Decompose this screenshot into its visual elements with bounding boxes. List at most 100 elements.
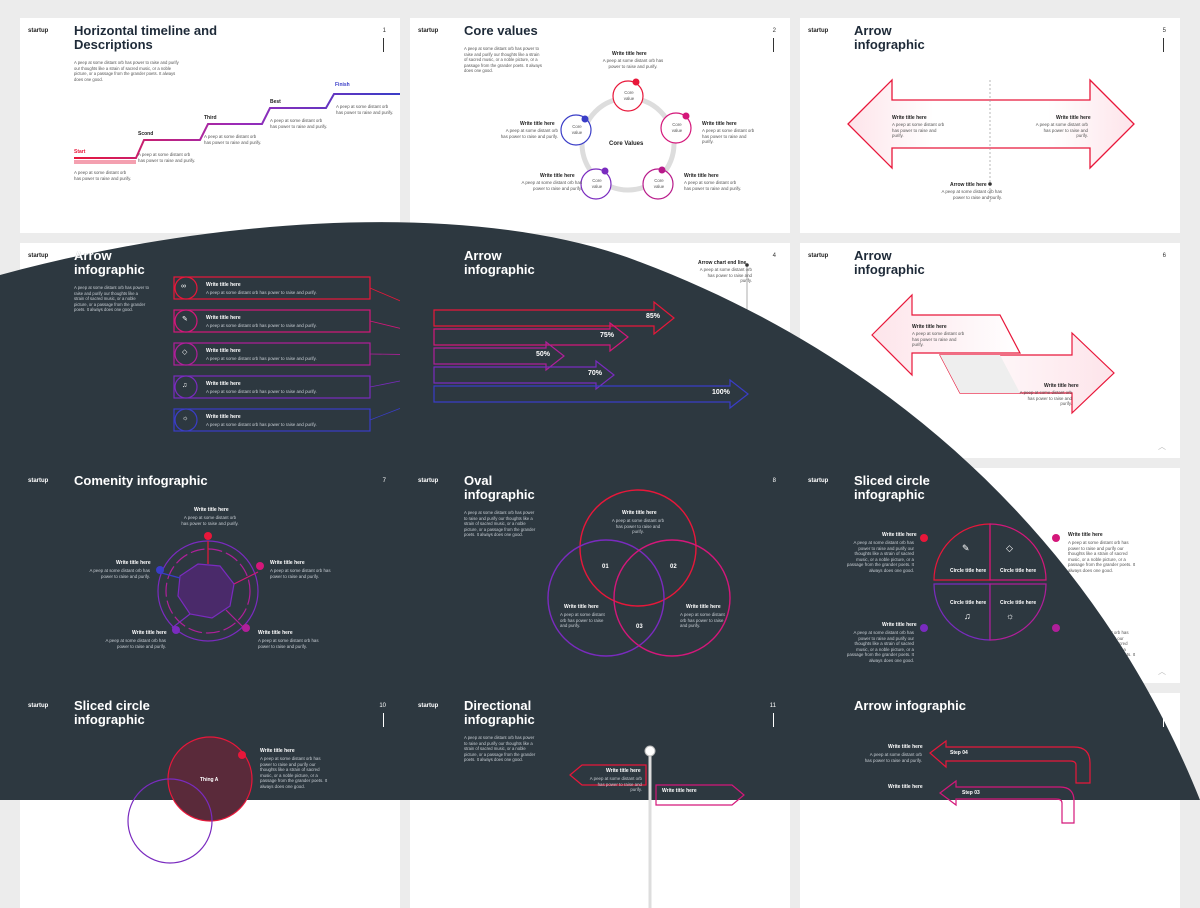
binoculars-icon: ∞ — [181, 283, 186, 290]
arrow-bottom-title: Arrow title here — [950, 182, 987, 188]
item-text: A peep at some distant orb has power to … — [270, 568, 331, 579]
step-text: A peep at some distant orb has power to … — [336, 104, 394, 115]
core-values-graphic — [560, 78, 692, 200]
slice-title: Circle title here — [950, 568, 987, 574]
slide-directional-content: startup 11 Directional infographic A pee… — [410, 693, 790, 908]
slide-horizontal-timeline[interactable]: startup 1 Horizontal timeline and Descri… — [20, 18, 400, 233]
lightbulb-icon: ☼ — [1006, 611, 1015, 621]
slide-oval-content: startup 8 Oval infographic A peep at som… — [410, 468, 790, 683]
divider — [773, 38, 774, 52]
item-title: Write title here — [702, 121, 737, 127]
slide-arrow-infographic-3-content: Arrow infographic A peep at some distant… — [20, 243, 400, 458]
item-title: Write title here — [206, 348, 241, 354]
item-title: Write title here — [564, 604, 599, 610]
item-title: Write title here — [206, 282, 241, 288]
venn-region-label: 03 — [636, 624, 643, 630]
bell-icon: ♫ — [964, 611, 971, 621]
timeline-step: Scond — [138, 131, 154, 137]
slide-sliced-circle-9-content: startup Sliced circle infographic ✎ ◇ ♫ … — [800, 468, 1180, 683]
timeline-step: Best — [270, 99, 281, 105]
percent-arrows-graphic — [433, 300, 749, 410]
pencil-icon: ✎ — [182, 316, 188, 323]
item-text: A peep at some distant orb has power to … — [680, 612, 725, 628]
item-title: Write title here — [540, 173, 575, 179]
item-title: Write title here — [612, 51, 647, 57]
node-label: Core value — [653, 178, 665, 189]
timeline-step: Finish — [335, 82, 350, 88]
item-title: Write title here — [206, 315, 241, 321]
timeline-step: Start — [74, 149, 86, 155]
slide-description: A peep at some distant orb has power to … — [74, 60, 179, 82]
slide-number: 5 — [1162, 28, 1166, 34]
item-text: A peep at some distant orb has power to … — [89, 568, 150, 579]
item-title: Write title here — [1056, 115, 1091, 121]
node-label: Core value — [671, 122, 683, 133]
item-text: A peep at some distant orb has power to … — [1035, 122, 1088, 138]
slide-arrow-infographic-4-content: Arrow infographic 85% 75% 50% 70% 100% — [410, 243, 790, 458]
slide-arrow-infographic-5[interactable]: startup 5 Arrow infographic Write title … — [800, 18, 1180, 233]
item-text: A peep at some distant orb has power to … — [702, 128, 755, 144]
item-title: Write title here — [892, 115, 927, 121]
percent-label: 100% — [712, 389, 730, 396]
dark-content-layer: Arrow infographic A peep at some distant… — [20, 243, 1180, 908]
item-title: Write title here — [662, 788, 697, 794]
item-text: A peep at some distant orb has power to … — [206, 290, 317, 295]
item-text: A peep at some distant orb has power to … — [206, 422, 317, 427]
directional-graphic — [569, 745, 745, 908]
item-text: A peep at some distant orb has power to … — [941, 189, 1002, 200]
slide-number: 1 — [382, 28, 386, 34]
slice-title: Circle title here — [1000, 600, 1037, 606]
step-text: A peep at some distant orb has power to … — [270, 118, 328, 129]
item-text: A peep at some distant orb has power to … — [260, 756, 328, 789]
item-title: Write title here — [206, 414, 241, 420]
item-title: Write title here — [270, 560, 305, 566]
item-text: A peep at some distant orb has power to … — [602, 58, 664, 69]
slide-title: Horizontal timeline and Descriptions — [74, 23, 218, 52]
step-label: Step 04 — [950, 750, 968, 756]
diamond-icon: ◇ — [182, 349, 188, 356]
item-title: Write title here — [684, 173, 719, 179]
comenity-graphic — [156, 532, 264, 642]
thing-label: Thing A — [200, 777, 219, 783]
item-title: Write title here — [520, 121, 555, 127]
item-title: Write title here — [882, 532, 917, 538]
item-text: A peep at some distant orb has power to … — [521, 180, 582, 191]
slide-core-values[interactable]: startup 2 Core values A peep at some dis… — [410, 18, 790, 233]
item-title: Write title here — [258, 630, 293, 636]
double-arrow-graphic — [847, 78, 1135, 203]
diamond-icon: ◇ — [1006, 543, 1013, 553]
divider — [383, 38, 384, 52]
item-text: A peep at some distant orb has power to … — [684, 180, 742, 191]
step-label: Step 03 — [962, 790, 980, 796]
item-text: A peep at some distant orb has power to … — [258, 638, 319, 649]
item-title: Write title here — [606, 768, 641, 774]
slice-title: Circle title here — [950, 600, 987, 606]
slide-arrow-infographic-12-content: 12 Arrow infographic Step 04 Step 03 Wri… — [800, 693, 1180, 908]
percent-label: 75% — [600, 332, 615, 339]
divider — [1163, 38, 1164, 52]
center-label: Core Values — [609, 141, 644, 147]
slide-title: Core values — [464, 23, 538, 38]
item-text: A peep at some distant orb has power to … — [864, 752, 922, 763]
item-title: Write title here — [686, 604, 721, 610]
slide-description: A peep at some distant orb has power to … — [464, 46, 542, 73]
slice-title: Circle title here — [1000, 568, 1037, 574]
item-title: Write title here — [116, 560, 151, 566]
step-text: A peep at some distant orb has power to … — [204, 134, 262, 145]
item-title: Write title here — [132, 630, 167, 636]
item-text: A peep at some distant orb has power to … — [206, 356, 317, 361]
item-title: Write title here — [622, 510, 657, 516]
brand-label: startup — [28, 28, 49, 34]
item-title: Write title here — [882, 622, 917, 628]
item-text: A peep at some distant orb has power to … — [206, 389, 317, 394]
slide-title: Arrow infographic — [854, 23, 925, 52]
item-text: A peep at some distant orb has power to … — [206, 323, 317, 328]
item-text: A peep at some distant orb has power to … — [181, 515, 239, 526]
node-label: Core value — [591, 178, 603, 189]
step-arrows-graphic — [929, 739, 1091, 824]
pencil-icon: ✎ — [962, 543, 970, 553]
timeline-step: Third — [204, 115, 217, 121]
slide-sliced-circle-10-content: startup 10 Sliced circle infographic Thi… — [20, 693, 400, 908]
item-text: A peep at some distant orb has power to … — [611, 518, 665, 534]
item-title: Write title here — [260, 748, 295, 754]
